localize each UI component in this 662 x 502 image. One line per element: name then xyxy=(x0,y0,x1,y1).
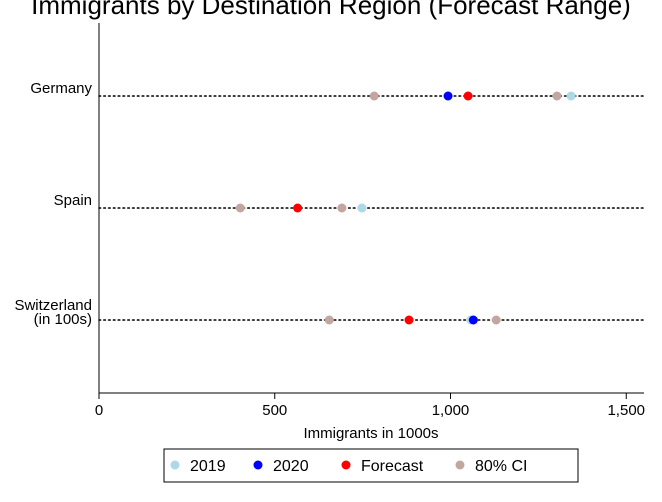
point-80-ci-spain xyxy=(337,203,347,213)
point-2019-germany xyxy=(566,91,576,101)
chart-title: Immigrants by Destination Region (Foreca… xyxy=(31,0,631,20)
point-forecast-spain xyxy=(293,203,303,213)
legend-marker-2019 xyxy=(170,460,180,470)
legend-label-forecast: Forecast xyxy=(361,458,424,475)
category-label: (in 100s) xyxy=(34,311,92,328)
point-80-ci-spain xyxy=(235,203,245,213)
legend-label-2020: 2020 xyxy=(273,458,309,475)
legend-label-80-ci: 80% CI xyxy=(475,458,527,475)
point-forecast-switzerland xyxy=(404,315,414,325)
category-rows: Germany Spain Switzerland(in 100s) xyxy=(14,80,645,328)
x-axis-ticks: 0 500 1,000 1,500 xyxy=(95,393,645,419)
category-label: Germany xyxy=(30,80,92,97)
category-label: Switzerland xyxy=(14,297,92,314)
point-80-ci-switzerland xyxy=(491,315,501,325)
x-axis-title: Immigrants in 1000s xyxy=(303,425,438,442)
legend-marker-forecast xyxy=(341,460,351,470)
point-80-ci-germany xyxy=(369,91,379,101)
legend-box xyxy=(163,448,579,483)
legend-marker-2020 xyxy=(253,460,263,470)
x-tick-label: 0 xyxy=(95,402,103,419)
axes xyxy=(98,23,644,394)
legend: 2019 2020 Forecast 80% CI xyxy=(163,448,579,483)
x-tick-label: 1,500 xyxy=(607,402,645,419)
category-label: Spain xyxy=(54,192,92,209)
point-2019-spain xyxy=(357,203,367,213)
point-forecast-germany xyxy=(463,91,473,101)
legend-label-2019: 2019 xyxy=(190,458,226,475)
point-2020-germany xyxy=(443,91,453,101)
point-80-ci-germany xyxy=(552,91,562,101)
x-tick-label: 1,000 xyxy=(432,402,470,419)
point-80-ci-switzerland xyxy=(324,315,334,325)
point-2020-switzerland xyxy=(468,315,478,325)
data-points xyxy=(235,91,576,325)
x-tick-label: 500 xyxy=(262,402,287,419)
legend-marker-80-ci xyxy=(455,460,465,470)
